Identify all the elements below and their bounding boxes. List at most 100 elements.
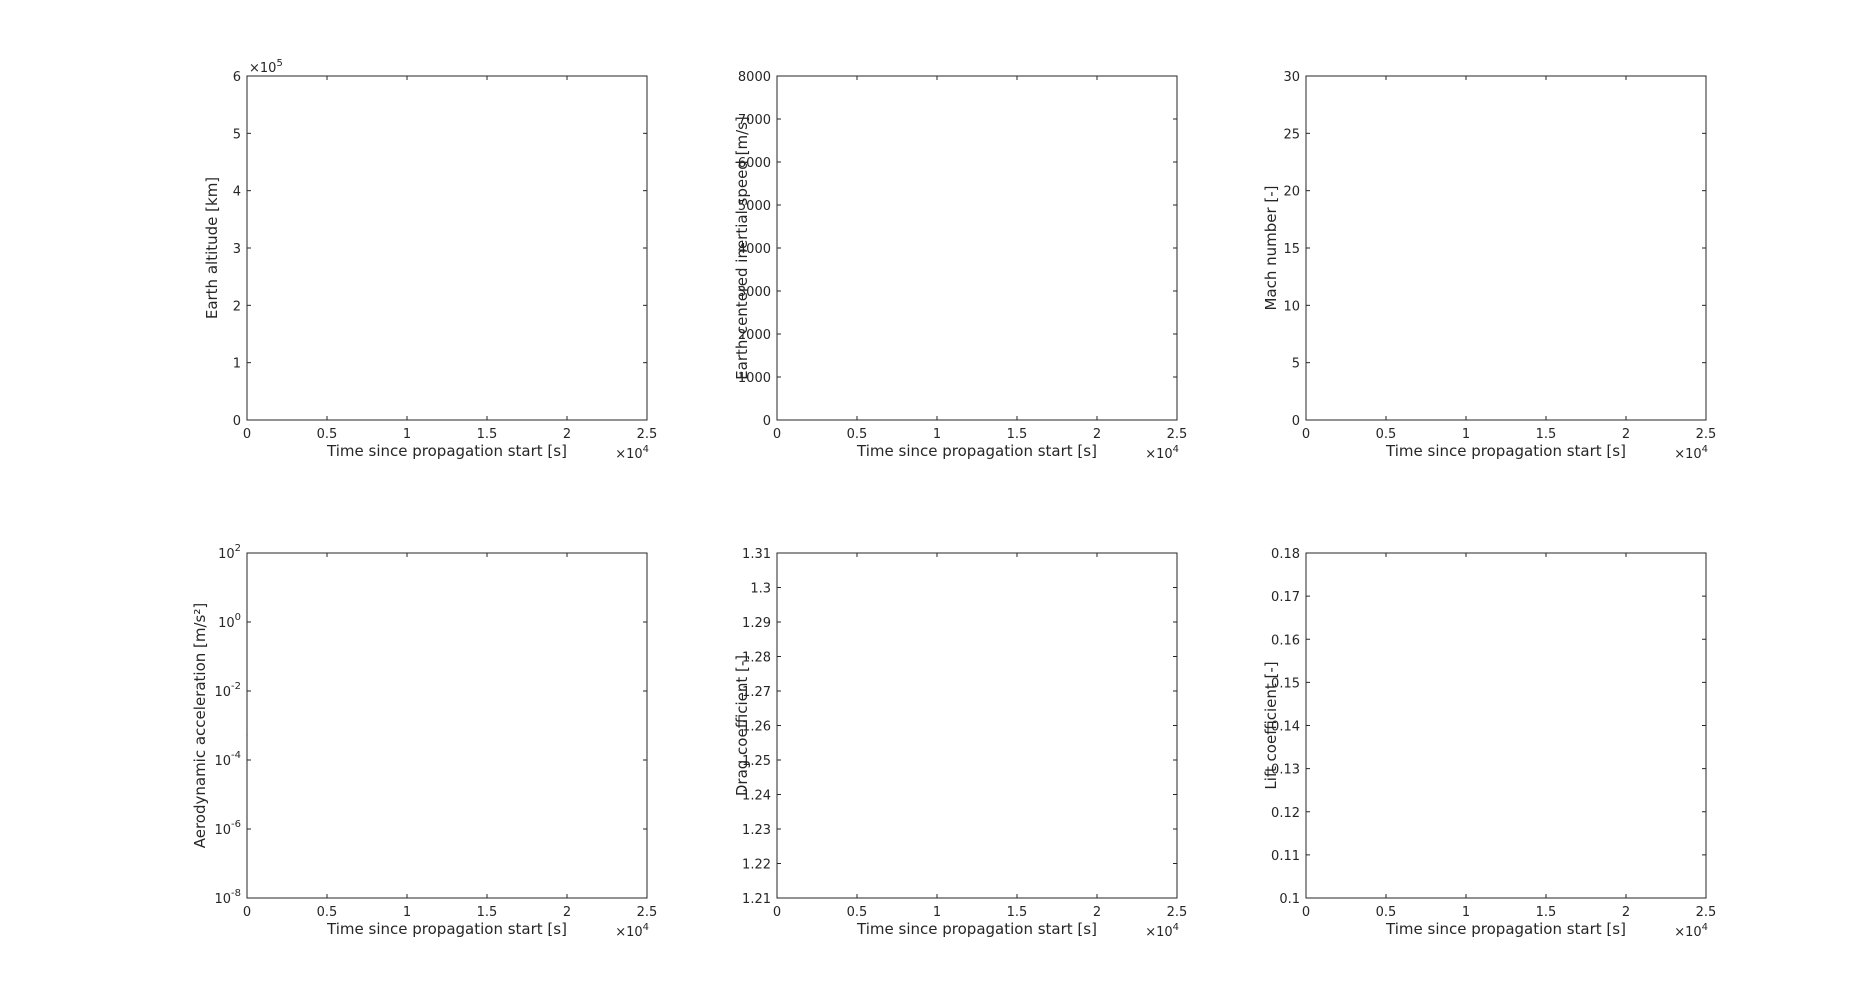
y-tick-label: 1.24 bbox=[742, 789, 771, 804]
x-tick-label: 1.5 bbox=[1007, 427, 1028, 442]
y-tick-label: 0.1 bbox=[1279, 892, 1300, 907]
x-tick-label: 2.5 bbox=[637, 905, 658, 920]
x-tick-label: 1 bbox=[403, 905, 411, 920]
y-tick-label: 0.11 bbox=[1271, 849, 1300, 864]
x-exponent-label: ×104 bbox=[615, 444, 649, 462]
chart-mach: 0 0.5 1 1.5 2 2.5 0 5 10 15 20 25 30 ×104 Time since p… bbox=[1262, 70, 1716, 462]
x-tick-label: 2 bbox=[563, 427, 571, 442]
x-tick-label: 0.5 bbox=[847, 427, 868, 442]
y-tick-label: 6000 bbox=[738, 156, 771, 171]
y-tick-label: 6 bbox=[233, 70, 241, 85]
x-axis-label: Time since propagation start [s] bbox=[326, 920, 567, 938]
axes-frame bbox=[1305, 75, 1707, 421]
y-tick-label: 1000 bbox=[738, 371, 771, 386]
y-tick-label: 0 bbox=[233, 414, 241, 429]
axes-frame bbox=[1305, 552, 1707, 899]
x-tick-label: 0.5 bbox=[847, 905, 868, 920]
x-tick-label: 1 bbox=[1462, 427, 1470, 442]
x-tick-label: 2.5 bbox=[1696, 905, 1717, 920]
y-tick-label: 10-2 bbox=[214, 681, 241, 700]
y-tick-label: 1.29 bbox=[742, 616, 771, 631]
chart-lift-coeff: 0 0.5 1 1.5 2 2.5 0.1 0.11 0.12 0.13 0.14 0.15 0.16 0… bbox=[1262, 547, 1716, 940]
chart-altitude: 0 0.5 1 1.5 2 2.5 0 1 2 3 4 5 6 ×104 ×105 Time since pr… bbox=[203, 58, 657, 462]
x-tick-label: 0 bbox=[243, 427, 251, 442]
y-tick-label: 5 bbox=[1292, 357, 1300, 372]
y-axis-label: Earth-centered inertial speed [m/s] bbox=[733, 116, 751, 380]
y-tick-label: 20 bbox=[1283, 185, 1300, 200]
x-tick-label: 1 bbox=[933, 905, 941, 920]
y-tick-label: 0.18 bbox=[1271, 547, 1300, 562]
y-tick-label: 1.3 bbox=[750, 582, 771, 597]
x-tick-label: 1 bbox=[933, 427, 941, 442]
x-tick-label: 0 bbox=[1302, 905, 1310, 920]
y-tick-label: 1.28 bbox=[742, 651, 771, 666]
x-tick-label: 0 bbox=[1302, 427, 1310, 442]
y-tick-label: 7000 bbox=[738, 113, 771, 128]
y-tick-label: 0.12 bbox=[1271, 806, 1300, 821]
chart-drag-coeff: 0 0.5 1 1.5 2 2.5 1.21 1.22 1.23 1.24 1.25 1.26 1.27… bbox=[733, 547, 1187, 940]
x-axis-label: Time since propagation start [s] bbox=[856, 442, 1097, 460]
x-tick-label: 2.5 bbox=[1167, 427, 1188, 442]
axes-frame bbox=[776, 552, 1178, 899]
x-exponent-label: ×104 bbox=[1145, 922, 1179, 940]
y-axis-label: Aerodynamic acceleration [m/s²] bbox=[191, 603, 209, 849]
y-tick-label: 30 bbox=[1283, 70, 1300, 85]
y-tick-label: 0.17 bbox=[1271, 590, 1300, 605]
y-tick-label: 1.27 bbox=[742, 685, 771, 700]
axes-frame bbox=[246, 552, 648, 899]
x-tick-label: 2.5 bbox=[1696, 427, 1717, 442]
y-tick-label: 0.14 bbox=[1271, 720, 1300, 735]
x-tick-label: 1.5 bbox=[477, 905, 498, 920]
y-axis-label: Earth altitude [km] bbox=[203, 177, 221, 319]
y-tick-label: 8000 bbox=[738, 70, 771, 85]
y-tick-label: 3000 bbox=[738, 285, 771, 300]
x-tick-label: 2.5 bbox=[1167, 905, 1188, 920]
y-tick-label: 100 bbox=[218, 612, 241, 631]
x-exponent-label: ×104 bbox=[1674, 444, 1708, 462]
x-tick-label: 1.5 bbox=[1536, 427, 1557, 442]
y-tick-label: 10-4 bbox=[214, 750, 241, 769]
x-tick-label: 2 bbox=[1622, 427, 1630, 442]
y-tick-label: 1.22 bbox=[742, 858, 771, 873]
y-tick-label: 1.31 bbox=[742, 547, 771, 562]
x-tick-label: 0.5 bbox=[317, 427, 338, 442]
x-tick-label: 0 bbox=[773, 905, 781, 920]
y-tick-label: 0 bbox=[1292, 414, 1300, 429]
x-tick-label: 2 bbox=[1093, 905, 1101, 920]
y-tick-label: 1.21 bbox=[742, 892, 771, 907]
y-tick-label: 1 bbox=[233, 357, 241, 372]
x-axis-label: Time since propagation start [s] bbox=[856, 920, 1097, 938]
chart-aero-accel: 0 0.5 1 1.5 2 2.5 10-8 10-6 10-4 10-2 100 102 ×104 Ti… bbox=[191, 543, 657, 940]
x-tick-label: 0.5 bbox=[1376, 427, 1397, 442]
y-tick-label: 15 bbox=[1283, 242, 1300, 257]
x-tick-label: 1.5 bbox=[477, 427, 498, 442]
y-exponent-label: ×105 bbox=[249, 58, 283, 76]
y-tick-label: 10 bbox=[1283, 299, 1300, 314]
axes-frame bbox=[246, 75, 648, 421]
y-tick-label: 5 bbox=[233, 127, 241, 142]
y-tick-label: 2000 bbox=[738, 328, 771, 343]
y-tick-label: 10-6 bbox=[214, 819, 241, 838]
y-axis-label: Lift coefficient [-] bbox=[1262, 661, 1280, 789]
y-tick-label: 25 bbox=[1283, 127, 1300, 142]
x-exponent-label: ×104 bbox=[1145, 444, 1179, 462]
y-tick-label: 0.13 bbox=[1271, 763, 1300, 778]
y-tick-label: 5000 bbox=[738, 199, 771, 214]
x-tick-label: 1 bbox=[403, 427, 411, 442]
x-axis-label: Time since propagation start [s] bbox=[326, 442, 567, 460]
y-tick-label: 2 bbox=[233, 299, 241, 314]
x-tick-label: 2.5 bbox=[637, 427, 658, 442]
y-axis-label: Mach number [-] bbox=[1262, 185, 1280, 310]
x-exponent-label: ×104 bbox=[615, 922, 649, 940]
y-tick-label: 10-8 bbox=[214, 888, 241, 907]
x-tick-label: 2 bbox=[563, 905, 571, 920]
x-exponent-label: ×104 bbox=[1674, 922, 1708, 940]
y-tick-label: 0.16 bbox=[1271, 633, 1300, 648]
x-tick-label: 0.5 bbox=[1376, 905, 1397, 920]
chart-speed: 0 0.5 1 1.5 2 2.5 0 1000 2000 3000 4000 5000 6000 700… bbox=[733, 70, 1187, 462]
y-tick-label: 1.26 bbox=[742, 720, 771, 735]
x-tick-label: 0.5 bbox=[317, 905, 338, 920]
x-tick-label: 1.5 bbox=[1536, 905, 1557, 920]
y-tick-label: 0.15 bbox=[1271, 676, 1300, 691]
